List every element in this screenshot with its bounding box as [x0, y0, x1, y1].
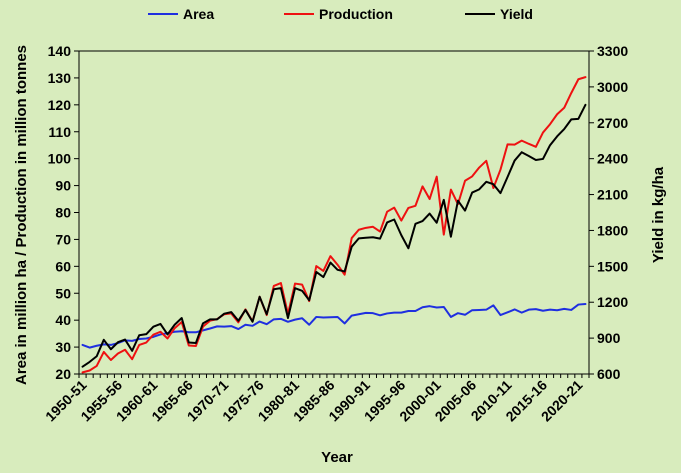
y-right-tick-label: 2100: [597, 187, 628, 203]
series-layer: [81, 76, 587, 374]
y-right-tick-label: 1500: [597, 258, 628, 274]
y-left-tick-label: 40: [55, 312, 71, 328]
legend: Area Production Yield: [148, 6, 533, 22]
y-axis-title-right: Yield in kg/ha: [650, 166, 667, 263]
y-left-tick-label: 140: [48, 43, 72, 59]
y-left-tick-label: 30: [55, 339, 71, 355]
y-right-tick-label: 600: [597, 366, 621, 382]
y-left-tick-label: 50: [55, 285, 71, 301]
y-left-tick-label: 110: [48, 124, 71, 140]
legend-label-production: Production: [319, 6, 393, 22]
series-line-production: [81, 76, 587, 374]
series-line-yield: [81, 103, 587, 368]
y-right-tick-label: 1200: [597, 294, 628, 310]
axes-layer: 20 30 40 50 60 70 80 90 100 110 120 130 140 600 900 120…: [42, 43, 628, 424]
y-left-tick-label: 90: [55, 178, 71, 194]
y-right-tick-label: 3300: [597, 43, 628, 59]
y-left-tick-label: 60: [55, 258, 71, 274]
y-left-tick-label: 80: [55, 205, 71, 221]
y-left-tick-label: 120: [48, 97, 72, 113]
y-left-tick-label: 100: [48, 151, 72, 167]
y-right-tick-label: 1800: [597, 222, 628, 238]
legend-label-yield: Yield: [500, 6, 533, 22]
y-right-tick-label: 900: [597, 330, 621, 346]
y-left-tick-label: 130: [48, 70, 72, 86]
y-axis-title-left: Area in million ha / Production in milli…: [13, 45, 30, 385]
y-right-tick-label: 2400: [597, 151, 628, 167]
y-left-tick-label: 20: [55, 366, 71, 382]
y-right-tick-label: 3000: [597, 79, 628, 95]
x-axis-title: Year: [321, 449, 353, 466]
y-left-tick-label: 70: [55, 231, 71, 247]
legend-label-area: Area: [183, 6, 214, 22]
y-right-tick-label: 2700: [597, 115, 628, 131]
